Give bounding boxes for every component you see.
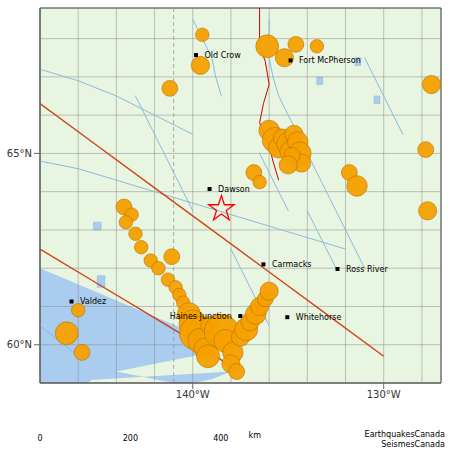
svg-text:0: 0 [37, 434, 42, 443]
svg-text:Carmacks: Carmacks [272, 260, 312, 269]
svg-text:Old Crow: Old Crow [205, 51, 242, 60]
svg-text:130°W: 130°W [367, 389, 401, 400]
svg-text:Ross River: Ross River [346, 265, 388, 274]
svg-text:140°W: 140°W [176, 389, 210, 400]
svg-text:200: 200 [123, 434, 138, 443]
svg-text:Haines Junction: Haines Junction [170, 312, 232, 321]
svg-text:Valdez: Valdez [80, 297, 106, 306]
svg-text:km: km [249, 431, 262, 440]
svg-text:Whitehorse: Whitehorse [296, 313, 342, 322]
svg-text:Fort McPherson: Fort McPherson [299, 56, 361, 65]
svg-text:60°N: 60°N [8, 339, 32, 350]
svg-text:Dawson: Dawson [218, 185, 250, 194]
svg-text:65°N: 65°N [8, 148, 32, 159]
html-text:EarthquakesCanada SeismesCanad: EarthquakesCanada SeismesCanada [364, 430, 445, 449]
svg-text:400: 400 [213, 434, 228, 443]
